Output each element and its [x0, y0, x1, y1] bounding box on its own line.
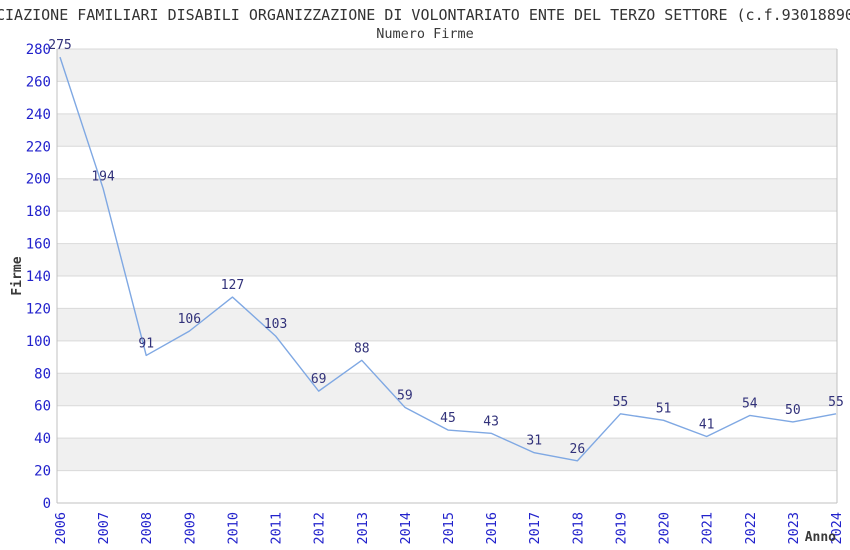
- x-tick-label: 2024: [829, 512, 845, 545]
- plot-band: [57, 243, 837, 276]
- chart-subtitle: Numero Firme: [376, 26, 474, 42]
- data-label: 88: [354, 341, 370, 356]
- y-tick-label: 240: [26, 107, 51, 123]
- y-tick-label: 160: [26, 237, 51, 253]
- data-label: 127: [221, 278, 244, 293]
- data-label: 55: [828, 395, 844, 410]
- data-label: 51: [656, 401, 672, 416]
- y-axis-title: Firme: [10, 256, 25, 295]
- plot-band: [57, 308, 837, 341]
- x-tick-label: 2020: [657, 512, 673, 545]
- x-tick-label: 2010: [225, 512, 241, 545]
- data-label: 69: [311, 372, 327, 387]
- x-tick-label: 2017: [527, 512, 543, 545]
- data-label: 59: [397, 388, 413, 403]
- data-label: 275: [48, 38, 71, 53]
- data-label: 194: [91, 169, 115, 184]
- y-tick-label: 220: [26, 139, 51, 155]
- plot-band: [57, 113, 837, 147]
- y-tick-label: 100: [26, 334, 51, 350]
- plot-band: [57, 373, 837, 406]
- x-tick-label: 2011: [269, 512, 285, 545]
- y-tick-label: 20: [34, 464, 51, 480]
- y-tick-label: 200: [26, 172, 51, 188]
- y-tick-label: 140: [26, 269, 51, 285]
- x-axis-title: Anno: [805, 530, 836, 545]
- x-tick-label: 2009: [182, 512, 198, 545]
- y-tick-label: 0: [43, 496, 51, 512]
- data-label: 91: [138, 336, 154, 351]
- data-label: 43: [483, 414, 499, 429]
- data-label: 106: [178, 312, 201, 327]
- y-tick-label: 80: [34, 366, 51, 382]
- x-tick-label: 2023: [786, 512, 802, 545]
- plot-band: [57, 49, 837, 82]
- plot-band: [57, 178, 837, 212]
- x-tick-label: 2006: [53, 512, 69, 545]
- x-tick-label: 2008: [139, 512, 155, 545]
- data-label: 45: [440, 411, 456, 426]
- x-tick-label: 2015: [441, 512, 457, 545]
- y-tick-label: 40: [34, 431, 51, 447]
- y-tick-label: 260: [26, 74, 51, 90]
- y-tick-label: 120: [26, 301, 51, 317]
- y-tick-label: 180: [26, 204, 51, 220]
- x-tick-label: 2016: [484, 512, 500, 545]
- data-label: 50: [785, 403, 801, 418]
- x-tick-label: 2014: [398, 512, 414, 545]
- plot-band: [57, 438, 837, 471]
- y-tick-label: 60: [34, 399, 51, 415]
- data-label: 31: [526, 434, 542, 449]
- x-tick-label: 2007: [96, 512, 112, 545]
- x-tick-label: 2019: [613, 512, 629, 545]
- data-label: 55: [613, 395, 629, 410]
- chart-main-title: CIAZIONE FAMILIARI DISABILI ORGANIZZAZIO…: [0, 6, 850, 24]
- x-tick-label: 2018: [570, 512, 586, 545]
- x-tick-label: 2012: [312, 512, 328, 545]
- data-label: 103: [264, 317, 287, 332]
- y-tick-label: 280: [26, 42, 51, 58]
- x-tick-label: 2022: [743, 512, 759, 545]
- x-tick-label: 2013: [355, 512, 371, 545]
- data-line: [59, 56, 837, 462]
- x-tick-label: 2021: [700, 512, 716, 545]
- data-label: 26: [570, 442, 586, 457]
- data-label: 54: [742, 396, 758, 411]
- data-label: 41: [699, 418, 715, 433]
